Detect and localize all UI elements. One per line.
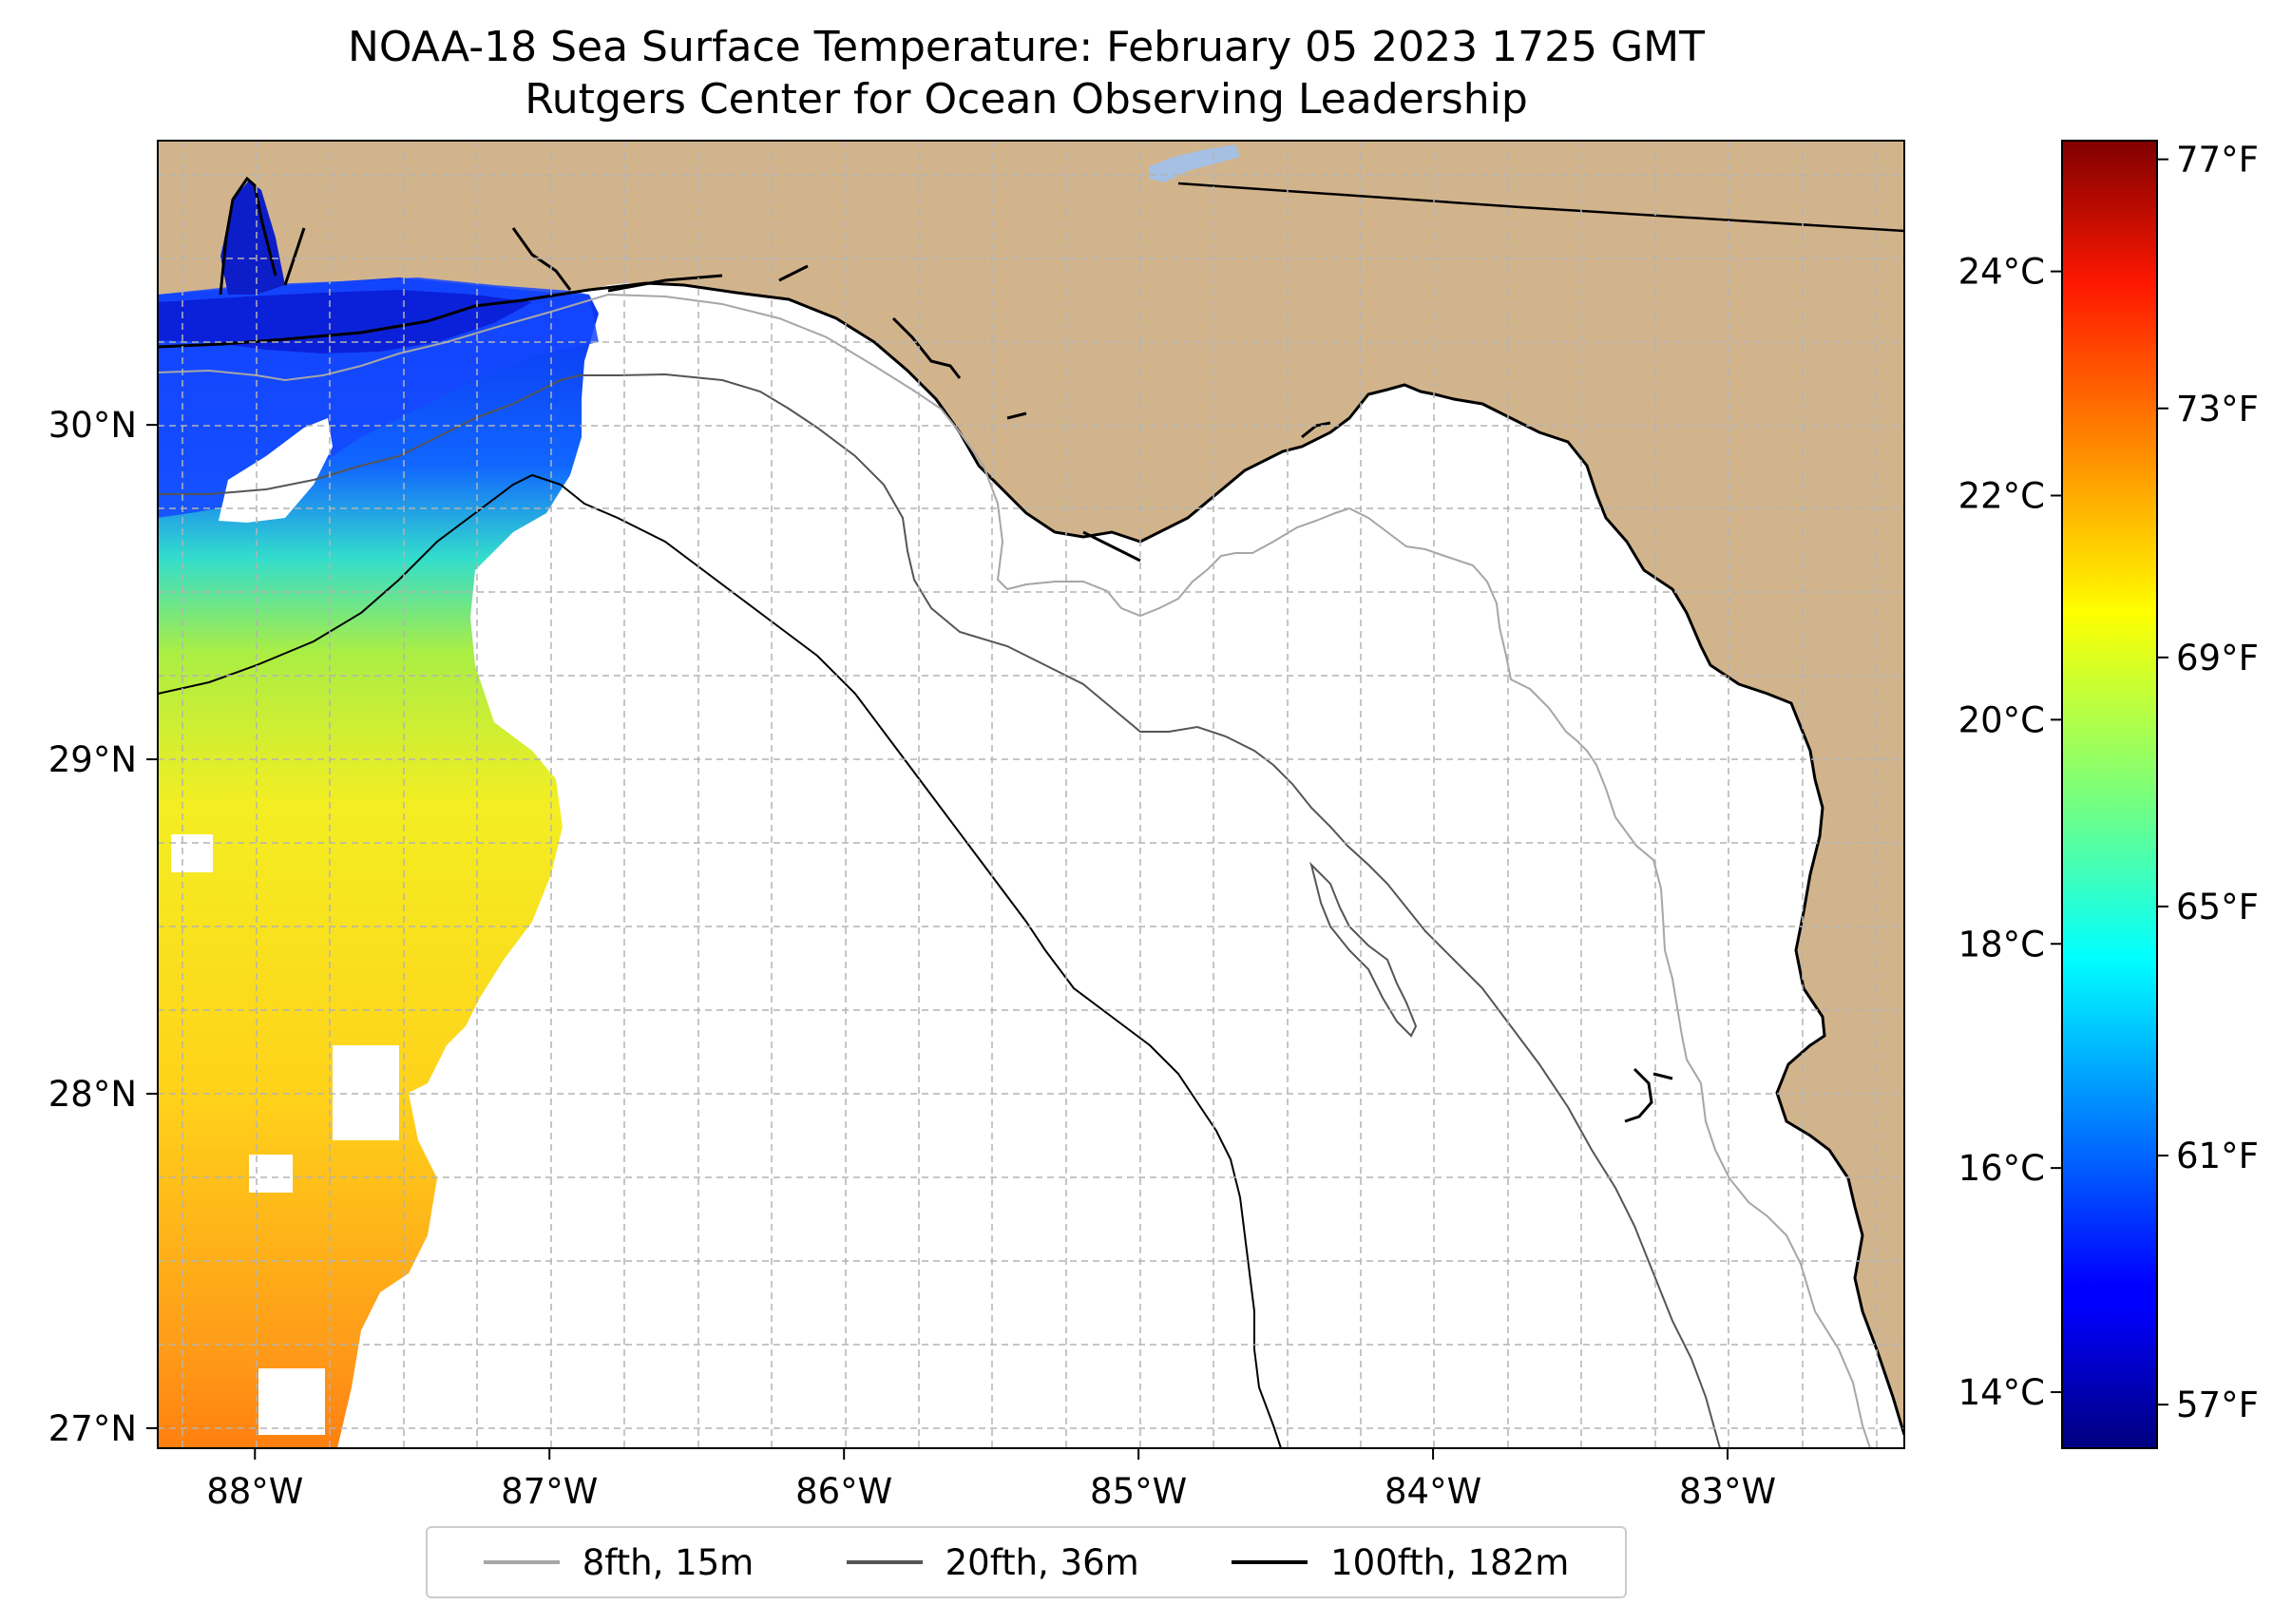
cloud-gap (219, 418, 333, 523)
cbar-c-tick-label: 22°C (1958, 475, 2045, 516)
cbar-c-tick-label: 16°C (1958, 1148, 2045, 1189)
lat-tick-label: 28°N (48, 1074, 137, 1115)
cloud-gap (258, 1368, 325, 1435)
lon-tick-label: 84°W (1385, 1471, 1481, 1512)
cbar-f-tick-label: 77°F (2176, 140, 2259, 181)
lake (1150, 144, 1240, 182)
chart-subtitle: Rutgers Center for Ocean Observing Leade… (525, 75, 1528, 124)
cbar-f-tick-label: 65°F (2176, 887, 2259, 927)
cloud-gap (171, 834, 213, 872)
legend-item-8fth: 8fth, 15m (483, 1541, 754, 1583)
legend-swatch (483, 1560, 560, 1564)
sst-cold-core (158, 290, 532, 353)
legend-label: 100fth, 182m (1330, 1541, 1570, 1583)
land-mass (158, 141, 1904, 1435)
lon-tick-label: 83°W (1679, 1471, 1776, 1512)
isobath-legend: 8fth, 15m 20fth, 36m 100fth, 182m (426, 1526, 1627, 1598)
lon-tick-label: 88°W (206, 1471, 303, 1512)
cbar-c-tick-label: 18°C (1958, 924, 2045, 965)
legend-swatch (1232, 1560, 1308, 1564)
longitude-axis: 88°W 87°W 86°W 85°W 84°W 83°W (206, 1448, 1776, 1512)
lat-tick-label: 27°N (48, 1408, 137, 1449)
latitude-axis: 30°N 29°N 28°N 27°N (48, 405, 158, 1449)
lon-tick-label: 87°W (501, 1471, 598, 1512)
cloud-gap (249, 1155, 293, 1193)
cbar-f-tick-label: 61°F (2176, 1136, 2259, 1176)
chart-title: NOAA-18 Sea Surface Temperature: Februar… (348, 23, 1705, 71)
legend-item-20fth: 20fth, 36m (846, 1541, 1139, 1583)
colorbar (2061, 140, 2158, 1449)
isobath-100fth (158, 473, 1282, 1448)
isobath-20fth-detail (1309, 861, 1418, 1038)
lat-tick-label: 29°N (48, 739, 137, 780)
legend-label: 8fth, 15m (582, 1541, 754, 1583)
legend-swatch (846, 1560, 923, 1564)
cloud-gap (333, 1045, 399, 1140)
cbar-f-tick-label: 69°F (2176, 638, 2259, 678)
map-area (158, 141, 1904, 1448)
sst-bay (220, 181, 285, 295)
colorbar-fahrenheit-axis: 77°F 73°F 69°F 65°F 61°F 57°F (2157, 140, 2259, 1425)
graticule (158, 141, 1904, 1448)
coastline (158, 281, 1904, 1436)
cbar-f-tick-label: 73°F (2176, 389, 2259, 430)
lat-tick-label: 30°N (48, 405, 137, 446)
isobath-20fth (158, 373, 1721, 1448)
cbar-c-tick-label: 24°C (1958, 252, 2045, 293)
cbar-c-tick-label: 20°C (1958, 699, 2045, 740)
lon-tick-label: 85°W (1090, 1471, 1187, 1512)
legend-label: 20fth, 36m (945, 1541, 1139, 1583)
map-frame (157, 140, 1905, 1449)
lon-tick-label: 86°W (795, 1471, 892, 1512)
state-border (1177, 182, 1904, 233)
legend-item-100fth: 100fth, 182m (1232, 1542, 1569, 1583)
cbar-c-tick-label: 14°C (1958, 1372, 2045, 1413)
colorbar-celsius-axis: 24°C 22°C 20°C 18°C 16°C 14°C (1958, 252, 2062, 1413)
cbar-f-tick-label: 57°F (2176, 1385, 2259, 1425)
